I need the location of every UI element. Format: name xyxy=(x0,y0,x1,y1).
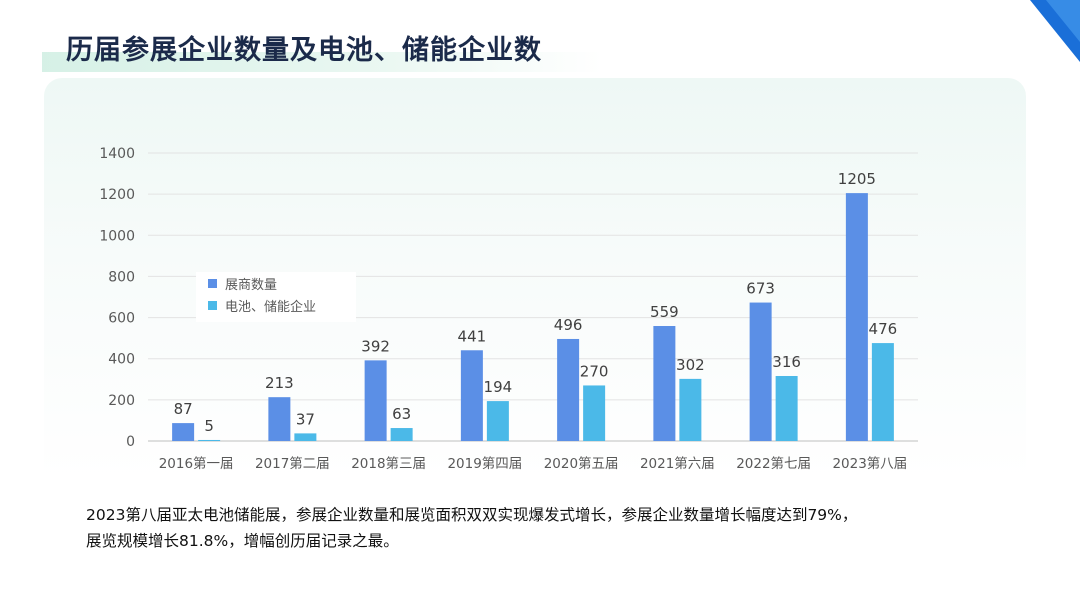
bar-series-1-7 xyxy=(845,193,868,441)
y-tick-label: 200 xyxy=(108,393,135,409)
legend-item-series-2: 电池、储能企业 xyxy=(196,294,356,316)
caption-line-1: 2023第八届亚太电池储能展，参展企业数量和展览面积双双实现爆发式增长，参展企业… xyxy=(86,506,858,524)
chart-legend: 展商数量 电池、储能企业 xyxy=(196,272,356,322)
bar-series-2-5 xyxy=(679,378,702,441)
data-label: 441 xyxy=(458,327,487,345)
x-tick-label: 2016第一届 xyxy=(159,455,234,472)
bar-series-2-2 xyxy=(390,428,413,441)
data-label: 392 xyxy=(361,337,390,355)
bar-series-1-0 xyxy=(172,423,195,441)
x-tick-label: 2022第七届 xyxy=(736,455,811,472)
bar-series-2-4 xyxy=(583,385,606,441)
bar-series-2-0 xyxy=(198,439,221,441)
y-tick-label: 800 xyxy=(108,269,135,285)
chart-caption: 2023第八届亚太电池储能展，参展企业数量和展览面积双双实现爆发式增长，参展企业… xyxy=(86,502,1006,554)
data-label: 194 xyxy=(484,378,513,396)
legend-swatch-series-1 xyxy=(208,278,217,288)
bar-series-1-6 xyxy=(749,302,772,441)
page-title: 历届参展企业数量及电池、储能企业数 xyxy=(66,35,542,66)
data-label: 37 xyxy=(296,410,315,428)
bar-series-1-2 xyxy=(364,360,387,441)
y-tick-label: 600 xyxy=(108,311,135,327)
legend-item-series-1: 展商数量 xyxy=(196,272,356,294)
data-label: 213 xyxy=(265,374,294,392)
bar-series-1-1 xyxy=(268,397,291,441)
data-label: 87 xyxy=(174,400,193,418)
data-label: 673 xyxy=(746,280,775,298)
bar-series-2-6 xyxy=(775,375,798,441)
data-label: 559 xyxy=(650,303,679,321)
y-tick-label: 1400 xyxy=(99,146,135,162)
data-label: 63 xyxy=(392,405,411,423)
caption-line-2: 展览规模增长81.8%，增幅创历届记录之最。 xyxy=(86,532,399,550)
legend-label-series-2: 电池、储能企业 xyxy=(225,299,317,315)
legend-label-series-1: 展商数量 xyxy=(225,277,278,293)
x-tick-label: 2020第五届 xyxy=(544,455,619,472)
x-tick-label: 2023第八届 xyxy=(832,455,907,472)
x-tick-label: 2018第三届 xyxy=(351,455,426,472)
y-tick-label: 1000 xyxy=(99,228,135,244)
data-label: 5 xyxy=(204,417,214,435)
bar-series-2-7 xyxy=(871,343,894,441)
data-label: 316 xyxy=(772,353,801,371)
data-label: 302 xyxy=(676,356,705,374)
data-label: 1205 xyxy=(838,170,876,188)
y-tick-label: 1200 xyxy=(99,187,135,203)
title-underline xyxy=(42,52,602,72)
y-tick-label: 400 xyxy=(108,352,135,368)
x-tick-label: 2019第四届 xyxy=(447,455,522,472)
corner-decoration xyxy=(1030,0,1080,62)
data-label: 496 xyxy=(554,316,583,334)
legend-swatch-series-2 xyxy=(208,300,217,310)
data-label: 270 xyxy=(580,362,609,380)
bar-series-1-4 xyxy=(557,338,580,441)
x-tick-label: 2021第六届 xyxy=(640,455,715,472)
data-label: 476 xyxy=(869,320,898,338)
bar-series-1-3 xyxy=(460,350,483,441)
x-tick-label: 2017第二届 xyxy=(255,455,330,472)
bar-series-1-5 xyxy=(653,326,676,441)
bar-series-2-1 xyxy=(294,433,317,441)
y-tick-label: 0 xyxy=(126,434,135,450)
bar-series-2-3 xyxy=(486,401,509,441)
